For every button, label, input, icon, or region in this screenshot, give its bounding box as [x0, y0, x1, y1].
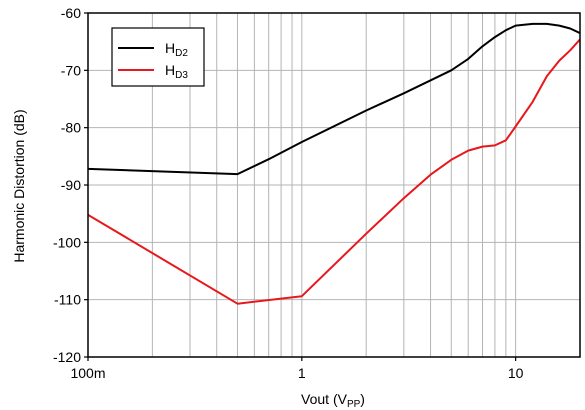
x-tick-label: 1 — [298, 365, 306, 381]
series-line-hd3 — [88, 38, 580, 305]
y-tick-label: -120 — [53, 349, 81, 365]
series-layer — [88, 22, 580, 305]
legend-box — [111, 27, 205, 87]
y-tick-label: -90 — [61, 177, 81, 193]
x-tick-label: 100m — [70, 365, 105, 381]
x-tick-label: 10 — [508, 365, 524, 381]
legend-label-hd3: HD3 — [165, 62, 188, 81]
y-axis-title: Harmonic Distortion (dB) — [11, 109, 27, 262]
y-tick-label: -110 — [54, 292, 81, 308]
legend: HD2 HD3 — [111, 27, 205, 87]
y-tick-label: -100 — [53, 234, 81, 250]
legend-label-hd2: HD2 — [165, 40, 188, 59]
x-axis-title: Vout (VPP) — [301, 391, 365, 410]
y-tick-label: -80 — [61, 120, 81, 136]
y-tick-label: -60 — [61, 5, 81, 21]
grid-layer — [88, 13, 580, 357]
y-tick-label: -70 — [61, 62, 81, 78]
series-line-hd2 — [88, 22, 580, 176]
